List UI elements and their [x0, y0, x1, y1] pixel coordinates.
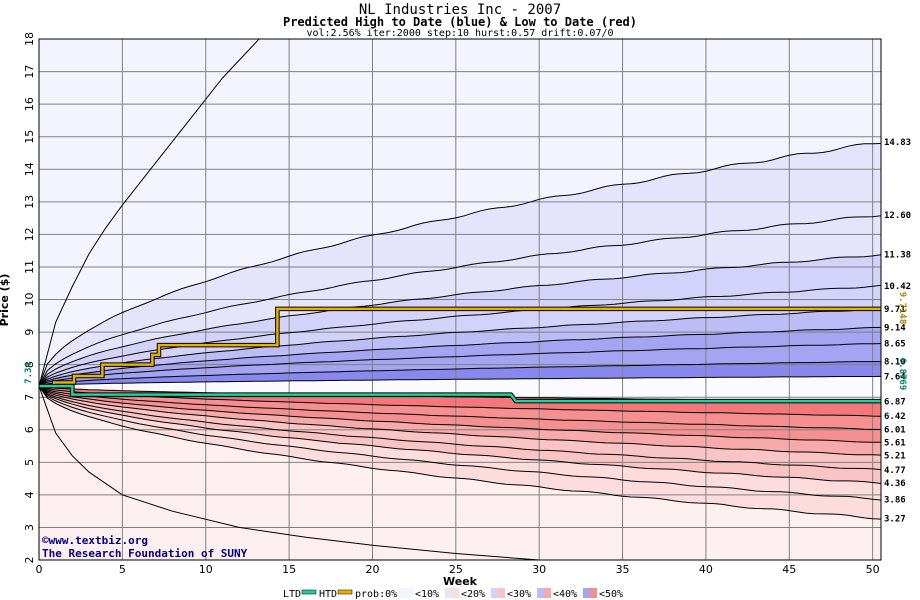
band-boundary-line — [39, 385, 881, 430]
start-price-label: 7.34 — [24, 362, 34, 384]
y-tick-label: 15 — [23, 130, 36, 144]
x-tick-label: 15 — [282, 563, 296, 576]
ltd-value-label: 6.8769 — [897, 358, 907, 391]
band-boundary-line — [39, 385, 881, 456]
htd-line — [39, 307, 881, 388]
legend-lt40-label: <40% — [553, 589, 577, 600]
y-tick-label: 7 — [23, 394, 36, 401]
chart-parameters: vol:2.56% iter:2000 step:10 hurst:0.57 d… — [306, 28, 614, 39]
legend-swatch-10-blue — [445, 588, 452, 598]
legend-htd-swatch — [337, 589, 353, 595]
chart-subtitle: Predicted High to Date (blue) & Low to D… — [282, 15, 637, 29]
lower-band-value: 3.27 — [884, 515, 906, 525]
center-band-fill — [39, 376, 881, 402]
y-tick-label: 5 — [23, 459, 36, 466]
y-tick-label: 14 — [23, 162, 36, 176]
legend-prob-label: prob:0% — [355, 589, 397, 600]
y-tick-label: 10 — [23, 293, 36, 307]
band-boundary-line — [39, 375, 881, 387]
band-boundary-line — [39, 254, 881, 387]
legend-swatch-30-red — [544, 588, 551, 598]
band-boundary-line — [39, 385, 881, 501]
y-tick-label: 6 — [23, 426, 36, 433]
x-tick-label: 25 — [449, 563, 463, 576]
legend-htd-label: HTD — [319, 589, 337, 600]
y-tick-label: 12 — [23, 227, 36, 241]
lower-band-value: 6.42 — [884, 412, 906, 422]
upper-band-value: 10.42 — [884, 282, 911, 292]
y-axis-label: Price ($) — [0, 274, 11, 327]
upper-band-value: 14.83 — [884, 138, 911, 148]
x-tick-label: 45 — [782, 563, 796, 576]
x-tick-label: 30 — [532, 563, 546, 576]
legend-swatch-20-red — [498, 588, 505, 598]
legend-lt10-label: <10% — [415, 589, 439, 600]
lower-band-value: 4.77 — [884, 466, 906, 476]
band-boundary-line — [39, 215, 881, 387]
upper-band-value: 8.10 — [884, 357, 906, 367]
x-tick-label: 5 — [119, 563, 126, 576]
band-boundary-line — [39, 385, 881, 443]
legend-swatch-10-red — [452, 588, 459, 598]
legend: LTD HTD prob:0% <10% <20% <30% <40% <50% — [283, 588, 623, 600]
y-tick-label: 8 — [23, 361, 36, 368]
x-tick-label: 0 — [36, 563, 43, 576]
x-tick-label: 20 — [365, 563, 379, 576]
ltd-line — [39, 384, 881, 403]
band-boundary-line — [39, 385, 881, 520]
outer-lower-curve — [39, 385, 540, 560]
lower-band-value: 4.36 — [884, 479, 906, 489]
legend-swatch-40-blue — [583, 588, 590, 598]
credit-org: The Research Foundation of SUNY — [42, 547, 248, 560]
x-tick-label: 50 — [866, 563, 880, 576]
band-boundary-line — [39, 343, 881, 387]
lower-band-value: 5.21 — [884, 451, 906, 461]
htd-value-label: 9.7148 — [897, 292, 907, 325]
upper-band-value: 12.60 — [884, 211, 911, 221]
lower-band-value: 6.87 — [884, 397, 906, 407]
x-tick-label: 10 — [199, 563, 213, 576]
legend-lt20-label: <20% — [461, 589, 485, 600]
legend-ltd-swatch — [301, 589, 317, 595]
band-boundary-line — [39, 385, 881, 471]
upper-band-value: 11.38 — [884, 251, 911, 261]
lower-band-value: 3.86 — [884, 495, 906, 505]
plot-frame — [38, 38, 882, 561]
legend-ltd-label: LTD — [283, 589, 301, 600]
band-boundary-line — [39, 385, 881, 484]
legend-swatch-40-red — [590, 588, 597, 598]
lower-band-value: 5.61 — [884, 438, 906, 448]
upper-band-value: 9.14 — [884, 324, 906, 334]
chart-title: NL Industries Inc - 2007 — [358, 2, 562, 18]
y-tick-label: 13 — [23, 195, 36, 209]
y-tick-label: 3 — [23, 524, 36, 531]
y-tick-label: 16 — [23, 97, 36, 111]
legend-lt30-label: <30% — [507, 589, 531, 600]
credit-url: ©www.textbiz.org — [42, 534, 148, 547]
y-tick-label: 17 — [23, 65, 36, 79]
y-tick-label: 11 — [23, 260, 36, 274]
y-tick-label: 9 — [23, 329, 36, 336]
lower-band-value: 6.01 — [884, 425, 906, 435]
y-tick-label: 18 — [23, 32, 36, 46]
x-axis-label: Week — [443, 575, 478, 588]
band-boundary-line — [39, 308, 881, 387]
legend-swatch-0 — [399, 588, 413, 598]
outer-upper-curve — [39, 39, 260, 387]
legend-lt50-label: <50% — [599, 589, 623, 600]
y-tick-label: 2 — [23, 557, 36, 564]
band-boundary-line — [39, 361, 881, 387]
upper-band-value: 7.64 — [884, 372, 906, 382]
y-tick-label: 4 — [23, 491, 36, 498]
legend-swatch-30-blue — [537, 588, 544, 598]
band-boundary-line — [39, 143, 881, 387]
x-tick-label: 40 — [699, 563, 713, 576]
legend-swatch-20-blue — [491, 588, 498, 598]
upper-band-value: 9.71 — [884, 305, 906, 315]
x-tick-label: 35 — [616, 563, 630, 576]
band-boundary-line — [39, 385, 881, 417]
upper-band-value: 8.65 — [884, 339, 906, 349]
band-boundary-line — [39, 326, 881, 387]
